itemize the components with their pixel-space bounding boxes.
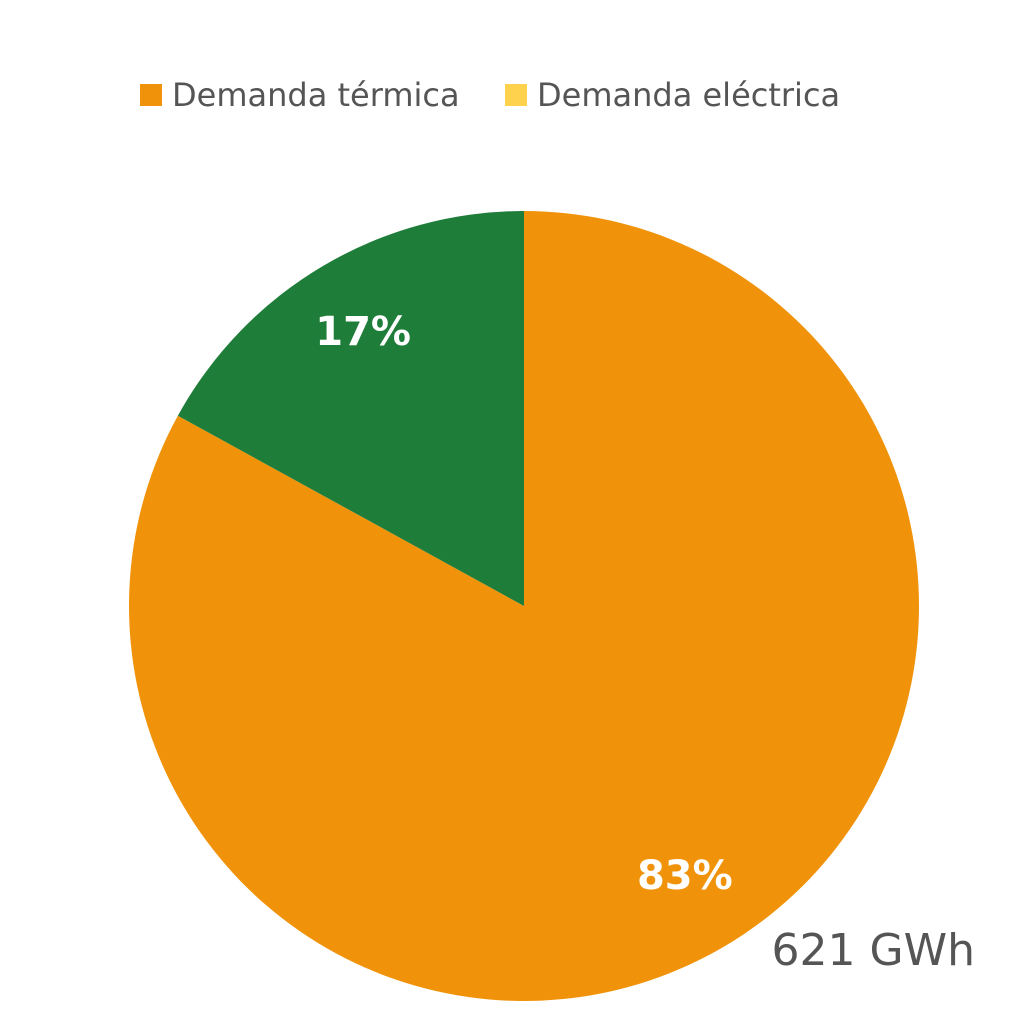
slice-label: 83%: [637, 853, 733, 899]
pie-slice: [129, 211, 919, 1002]
legend-swatch: [140, 84, 162, 106]
slice-label: 17%: [315, 309, 411, 355]
legend-swatch: [505, 84, 527, 106]
total-annotation: 621 GWh: [772, 925, 975, 976]
legend-label: Demanda eléctrica: [537, 76, 840, 114]
legend-label: Demanda térmica: [172, 76, 460, 114]
pie-slice: [177, 211, 524, 606]
